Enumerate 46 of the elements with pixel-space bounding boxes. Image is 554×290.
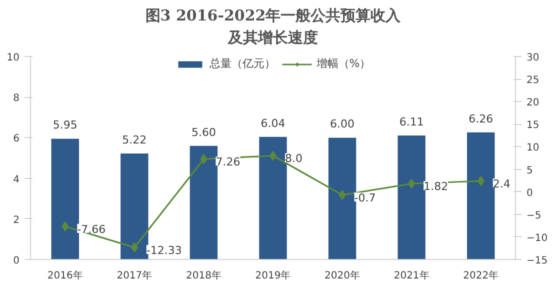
- data-label: 5.22: [122, 134, 147, 147]
- data-label: -12.33: [146, 244, 182, 257]
- y2-tick-label: 30: [526, 52, 540, 64]
- y-tick-label: 2: [13, 214, 20, 226]
- y2-tick-label: 10: [526, 142, 540, 154]
- data-label: 6.26: [468, 112, 494, 126]
- y2-tick-label: 20: [526, 98, 540, 109]
- x-tick-label: 2017年: [116, 270, 152, 282]
- y2-tick-label: −5: [526, 210, 542, 222]
- y2-tick-label: −10: [526, 232, 548, 244]
- x-tick-label: 2020年: [324, 270, 360, 282]
- x-tick-label: 2021年: [394, 270, 430, 282]
- x-tick-label: 2016年: [47, 270, 83, 282]
- x-tick-label: 2019年: [255, 270, 291, 282]
- data-label: 5.60: [191, 126, 216, 139]
- legend-label: 总量（亿元）: [209, 56, 276, 71]
- point: [408, 178, 416, 189]
- y-tick-label: 4: [13, 174, 20, 186]
- y-tick-label: 10: [6, 52, 20, 64]
- point: [477, 176, 484, 186]
- y-tick-label: 0: [13, 256, 20, 266]
- point: [130, 242, 138, 252]
- x-tick-label: 2022年: [463, 270, 499, 282]
- y2-tick-label: 0: [526, 188, 533, 199]
- x-tick-label: 2018年: [186, 270, 222, 282]
- data-label: 7.26: [216, 156, 240, 169]
- y2-tick-label: −15: [526, 256, 548, 266]
- data-label: 6.00: [330, 118, 355, 131]
- chart-title: 图3 2016-2022年一般公共预算收入及其增长速度: [145, 6, 402, 46]
- data-label: 6.11: [399, 115, 424, 128]
- y2-tick-label: 25: [526, 75, 540, 86]
- legend-label: 增幅（%）: [316, 56, 371, 71]
- point: [62, 221, 69, 232]
- y2-tick-label: 15: [526, 120, 540, 132]
- y2-tick-label: 5: [526, 165, 533, 176]
- data-label: 5.95: [52, 118, 78, 132]
- y-tick-label: 6: [13, 134, 20, 145]
- point: [338, 190, 346, 200]
- data-label: -0.7: [354, 191, 376, 204]
- data-label: 2.4: [492, 178, 510, 191]
- data-label: -7.66: [77, 222, 106, 236]
- data-label: 8.0: [285, 152, 302, 166]
- data-label: 1.82: [424, 180, 448, 194]
- point: [200, 154, 208, 164]
- y-tick-label: 8: [13, 93, 20, 104]
- data-label: 6.04: [260, 116, 286, 130]
